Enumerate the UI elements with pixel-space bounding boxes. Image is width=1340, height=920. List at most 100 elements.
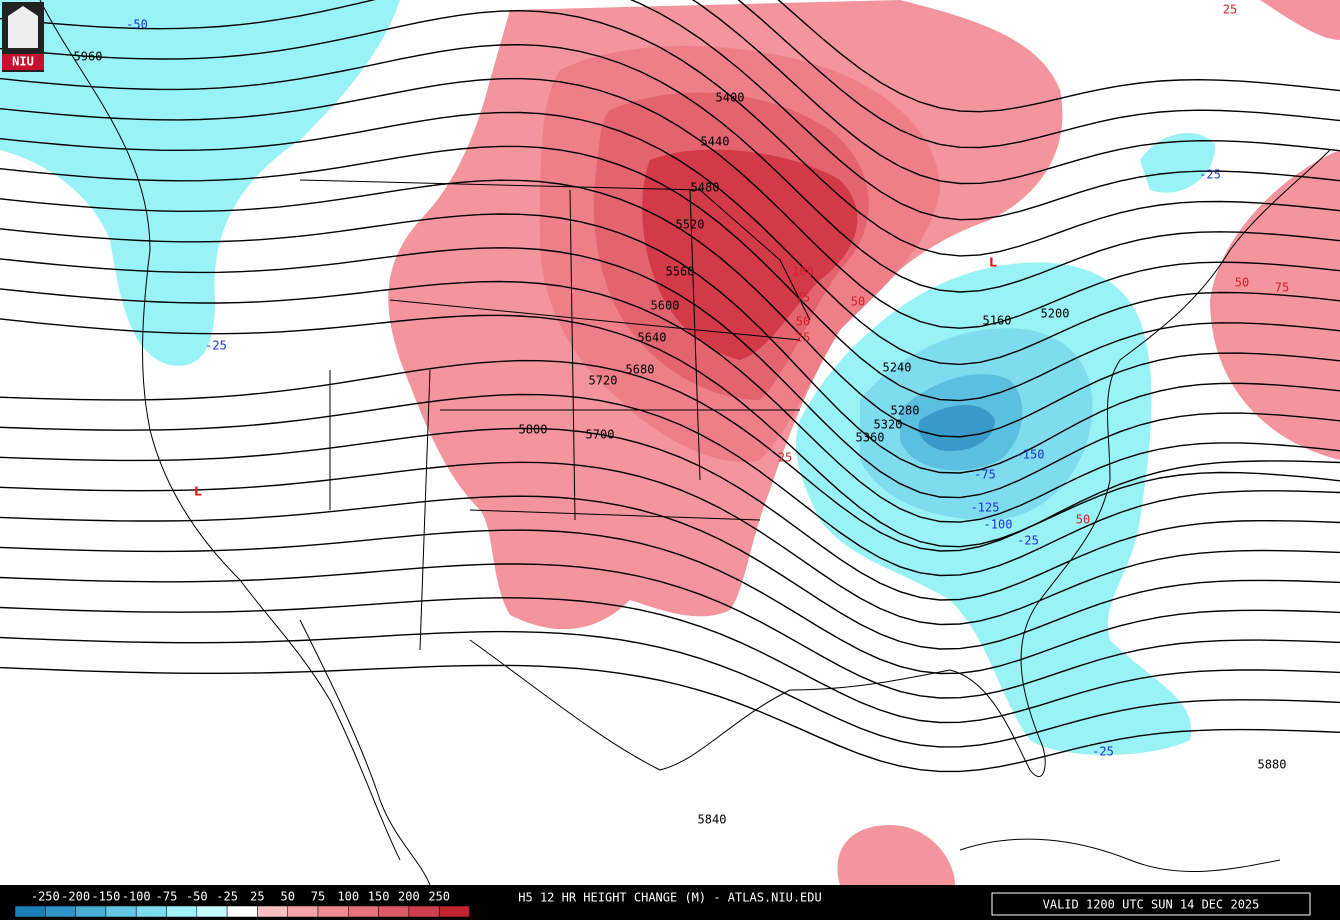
colorbar-label: -75 bbox=[156, 890, 178, 904]
contour-label: 5200 bbox=[1041, 307, 1070, 321]
contour-label: 5600 bbox=[651, 299, 680, 313]
low-marker: L bbox=[989, 256, 997, 270]
contour-label: 5720 bbox=[589, 374, 618, 388]
contour-label: 5560 bbox=[666, 265, 695, 279]
contour bbox=[0, 280, 1340, 523]
contour bbox=[0, 0, 1340, 221]
contour-label: 5320 bbox=[874, 418, 903, 432]
contour bbox=[737, 0, 1340, 149]
colorbar-label: -25 bbox=[216, 890, 238, 904]
contour-lines bbox=[0, 0, 1340, 773]
colorbar-label: 250 bbox=[428, 890, 450, 904]
color-swatch bbox=[105, 905, 137, 918]
height-change-label: -100 bbox=[984, 518, 1013, 532]
color-swatch bbox=[257, 905, 288, 918]
color-swatch bbox=[45, 905, 76, 918]
valid-box bbox=[991, 892, 1311, 916]
contour-label: 5440 bbox=[701, 135, 730, 149]
contour bbox=[0, 597, 1340, 724]
contour bbox=[0, 213, 1340, 474]
contour bbox=[0, 563, 1340, 699]
height-change-label: 100 bbox=[792, 265, 814, 279]
contour-label: 5240 bbox=[883, 361, 912, 375]
height-change-label: 50 bbox=[851, 295, 865, 309]
contour-label: 5280 bbox=[891, 404, 920, 418]
colorbar-label: 150 bbox=[368, 890, 390, 904]
color-swatch bbox=[14, 905, 46, 918]
contour bbox=[0, 664, 1340, 773]
colorbar-label: 25 bbox=[250, 890, 264, 904]
contour bbox=[0, 43, 1340, 293]
contour-label: 5880 bbox=[1258, 758, 1287, 772]
contour bbox=[777, 0, 1340, 113]
contour bbox=[0, 179, 1340, 438]
contour bbox=[0, 247, 1340, 499]
height-change-label: -25 bbox=[1017, 534, 1039, 548]
contour bbox=[0, 359, 1340, 552]
contour-label: 5480 bbox=[691, 181, 720, 195]
contour-label: 5160 bbox=[983, 314, 1012, 328]
contour bbox=[0, 461, 1340, 626]
logo-text: NIU bbox=[12, 55, 34, 69]
contour-label: 5520 bbox=[676, 218, 705, 232]
color-swatch bbox=[287, 905, 319, 918]
height-change-label: 25 bbox=[1223, 3, 1237, 17]
map-title: H5 12 HR HEIGHT CHANGE (M) - ATLAS.NIU.E… bbox=[518, 891, 821, 905]
height-change-label: 75 bbox=[1275, 281, 1289, 295]
height-change-label: -25 bbox=[205, 339, 227, 353]
height-change-label: -25 bbox=[1199, 168, 1221, 182]
contour-label: 5840 bbox=[698, 813, 727, 827]
contour bbox=[0, 630, 1340, 748]
height-change-label: -75 bbox=[974, 468, 996, 482]
colorbar-label: -100 bbox=[122, 890, 151, 904]
colorbar-label: 100 bbox=[337, 890, 359, 904]
height-change-label: -125 bbox=[971, 501, 1000, 515]
height-change-label: -150 bbox=[1016, 448, 1045, 462]
colorbar-label: -150 bbox=[91, 890, 120, 904]
colorbar-label: -200 bbox=[61, 890, 90, 904]
contour bbox=[0, 145, 1340, 402]
colorbar-label: 200 bbox=[398, 890, 420, 904]
map-labels: 5400 5440 5480 5520 5560 5600 5640 5680 5720 5800… bbox=[74, 3, 1290, 827]
contour bbox=[0, 111, 1340, 366]
height-change-label: -25 bbox=[1092, 745, 1114, 759]
height-change-label: 25 bbox=[796, 331, 810, 345]
contour bbox=[691, 0, 1340, 185]
height-change-label: 50 bbox=[796, 315, 810, 329]
height-change-label: 75 bbox=[796, 291, 810, 305]
contour bbox=[0, 77, 1340, 329]
color-swatch bbox=[438, 905, 470, 918]
contour bbox=[0, 427, 1340, 601]
contour-label: 5800 bbox=[519, 423, 548, 437]
contour-label: 5640 bbox=[638, 331, 667, 345]
colorbar-label: 50 bbox=[280, 890, 294, 904]
colorbar-label: 75 bbox=[311, 890, 325, 904]
color-swatch bbox=[166, 905, 198, 918]
color-swatch bbox=[348, 905, 379, 918]
contour-label: 5960 bbox=[74, 50, 103, 64]
height-change-label: -50 bbox=[126, 18, 148, 32]
contour-label: 5360 bbox=[856, 431, 885, 445]
color-swatch bbox=[75, 905, 107, 918]
valid-time: VALID 1200 UTC SUN 14 DEC 2025 bbox=[1043, 898, 1260, 912]
contour-label: 5680 bbox=[626, 363, 655, 377]
color-swatch bbox=[135, 905, 167, 918]
color-swatch bbox=[196, 905, 228, 918]
colorbar-label: -250 bbox=[31, 890, 60, 904]
logo: NIU bbox=[2, 2, 44, 72]
color-swatch bbox=[408, 905, 440, 918]
color-swatch bbox=[226, 905, 258, 918]
height-change-label: 25 bbox=[778, 451, 792, 465]
contour bbox=[0, 495, 1340, 650]
contour-label: 5700 bbox=[586, 428, 615, 442]
contour bbox=[0, 393, 1340, 577]
contour bbox=[0, 314, 1340, 548]
contour bbox=[0, 529, 1340, 675]
color-swatch bbox=[378, 905, 410, 918]
color-swatch bbox=[317, 905, 349, 918]
low-marker: L bbox=[194, 485, 202, 499]
height-change-label: 50 bbox=[1235, 276, 1249, 290]
colorbar-label: -50 bbox=[186, 890, 208, 904]
height-change-label: 50 bbox=[1076, 513, 1090, 527]
